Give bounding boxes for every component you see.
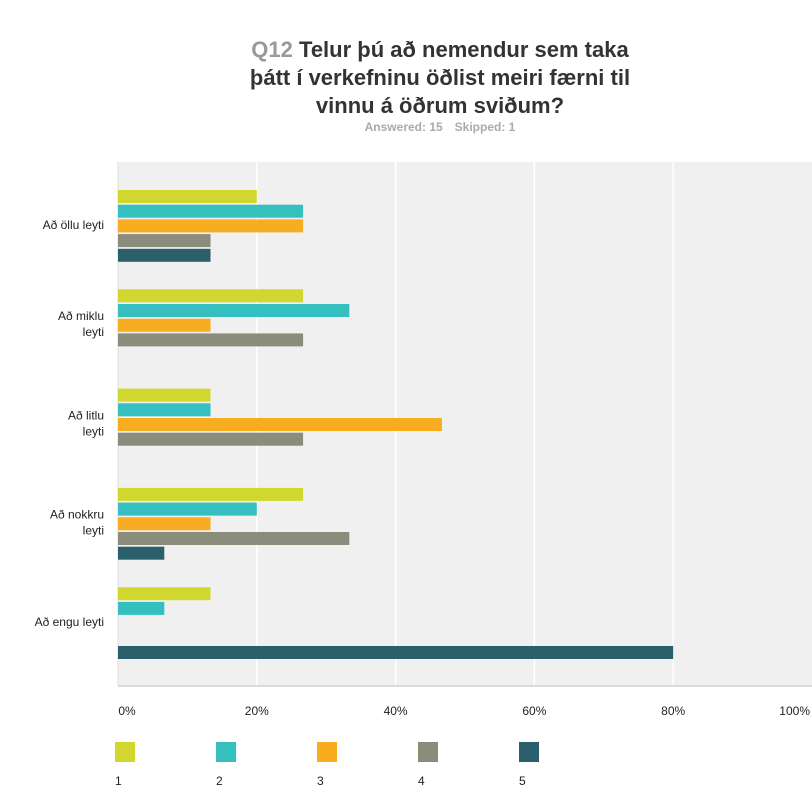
- x-tick-label: 100%: [779, 704, 810, 718]
- skipped: Skipped: 1: [454, 120, 516, 134]
- bar: [118, 546, 165, 560]
- bar: [118, 432, 304, 446]
- title-text: Telur þú að nemendur sem taka þátt í ver…: [249, 37, 631, 118]
- x-tick-label: 60%: [522, 704, 546, 718]
- bar: [118, 403, 211, 417]
- bar: [118, 587, 211, 601]
- x-tick-label: 40%: [384, 704, 408, 718]
- y-tick-label: Að engu leyti: [35, 615, 104, 629]
- legend-label: 1: [115, 774, 122, 788]
- bar: [118, 219, 304, 233]
- bar: [118, 532, 350, 545]
- bar: [118, 502, 257, 516]
- chart-title: Q12 Telur þú að nemendur sem taka þátt í…: [230, 36, 650, 120]
- bar: [118, 248, 211, 262]
- x-tick-label: 0%: [118, 704, 136, 718]
- legend-label: 2: [216, 774, 223, 788]
- x-tick-label: 20%: [245, 704, 269, 718]
- bar: [118, 646, 674, 659]
- answered: Answered: 15: [364, 120, 443, 134]
- legend-swatch: [216, 742, 236, 762]
- x-tick-label: 80%: [661, 704, 685, 718]
- y-tick-label: Að nokkru leyti: [50, 508, 104, 538]
- legend-swatch: [317, 742, 337, 762]
- bar: [118, 304, 350, 317]
- bar: [118, 234, 211, 248]
- bar: [118, 517, 211, 531]
- subtitle: Answered: 15 Skipped: 1: [0, 120, 812, 134]
- bar: [118, 289, 304, 303]
- bar: [118, 333, 304, 347]
- bar: [118, 418, 442, 431]
- legend-label: 3: [317, 774, 324, 788]
- bar: [118, 601, 165, 615]
- legend-swatch: [418, 742, 438, 762]
- legend-label: 4: [418, 774, 425, 788]
- legend-label: 5: [519, 774, 526, 788]
- y-tick-label: Að miklu leyti: [58, 309, 104, 339]
- legend-swatch: [115, 742, 135, 762]
- question-number: Q12: [251, 37, 293, 62]
- bar: [118, 318, 211, 332]
- bar: [118, 190, 257, 203]
- bar: [118, 204, 304, 218]
- y-tick-label: Að öllu leyti: [43, 218, 104, 232]
- legend-swatch: [519, 742, 539, 762]
- y-tick-label: Að litlu leyti: [68, 409, 104, 439]
- bar: [118, 388, 211, 402]
- bar: [118, 487, 304, 501]
